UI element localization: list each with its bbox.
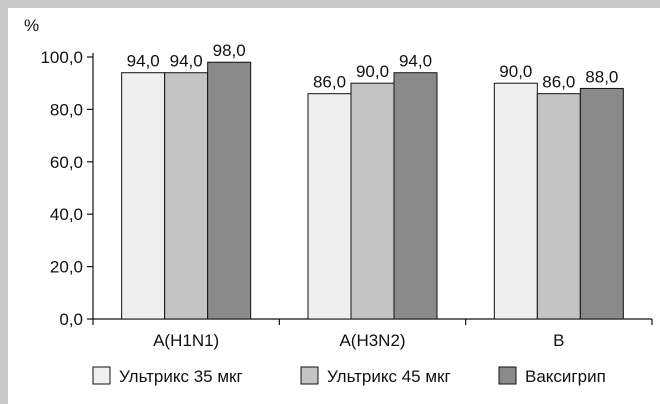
y-tick-label: 60,0 [50, 153, 83, 172]
y-tick-label: 100,0 [40, 48, 83, 67]
bar-value-label: 86,0 [313, 73, 346, 92]
y-tick-label: 20,0 [50, 258, 83, 277]
y-tick-label: 0,0 [59, 310, 83, 329]
bar-value-label: 86,0 [542, 73, 575, 92]
bar [493, 82, 538, 320]
legend: Ультрикс 35 мкг Ультрикс 45 мкг Ваксигрип [92, 366, 606, 386]
bar-value-label: 88,0 [585, 67, 618, 86]
bar [350, 82, 395, 320]
legend-swatch [498, 366, 517, 385]
bar-value-label: 90,0 [499, 62, 532, 81]
bar [393, 72, 438, 320]
x-tick-label: A(H3N2) [339, 331, 405, 350]
legend-swatch [92, 366, 111, 385]
bar-value-label: 94,0 [170, 52, 203, 71]
legend-label: Ваксигрип [525, 367, 606, 386]
bar-value-label: 94,0 [127, 52, 160, 71]
bar [536, 93, 581, 320]
bar [164, 72, 209, 320]
bar [307, 93, 352, 320]
bar-value-label: 90,0 [356, 62, 389, 81]
legend-label: Ультрикс 45 мкг [327, 367, 451, 386]
legend-label: Ультрикс 35 мкг [119, 367, 243, 386]
bar-value-label: 94,0 [399, 52, 432, 71]
y-axis-label: % [24, 16, 39, 35]
bar [579, 87, 624, 320]
y-tick-label: 40,0 [50, 205, 83, 224]
x-tick-label: B [553, 331, 564, 350]
bar [207, 61, 252, 320]
bars: 94,0 94,0 98,0 A(H1N1) 86,0 90,0 94,0 A(H3N2) 90… [121, 41, 624, 350]
x-tick-label: A(H1N1) [153, 331, 219, 350]
y-tick-label: 80,0 [50, 100, 83, 119]
bar [121, 72, 166, 320]
legend-swatch [300, 366, 319, 385]
bar-value-label: 98,0 [213, 41, 246, 60]
